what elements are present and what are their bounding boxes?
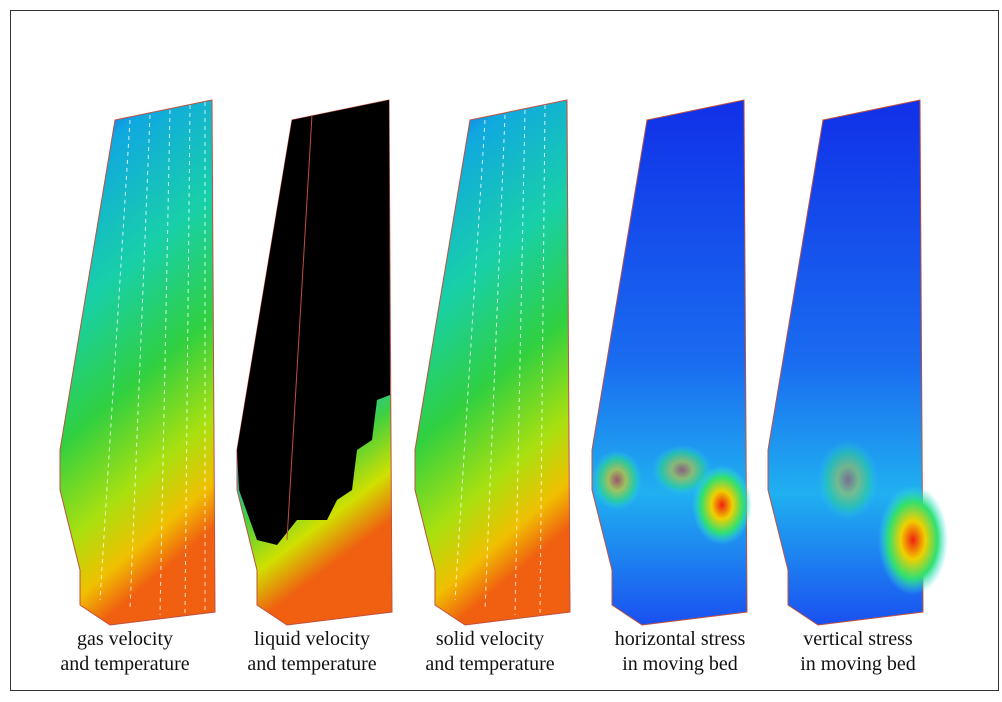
caption: in moving bed (800, 653, 916, 675)
figure: gas velocity and temperature liquid velo… (0, 0, 1002, 702)
caption: and temperature (425, 653, 554, 675)
caption: liquid velocity (254, 628, 370, 650)
panel-solid (415, 100, 570, 625)
caption: gas velocity (77, 628, 173, 650)
caption: horizontal stress (615, 628, 746, 650)
panel-horizontal-stress (592, 100, 752, 625)
captions: gas velocity and temperature liquid velo… (60, 628, 915, 675)
caption: and temperature (247, 653, 376, 675)
caption: vertical stress (803, 628, 913, 650)
caption: solid velocity (436, 628, 544, 650)
caption: in moving bed (622, 653, 738, 675)
caption: and temperature (60, 653, 189, 675)
panel-liquid (237, 100, 392, 625)
panel-gas (60, 100, 215, 625)
panel-vertical-stress (768, 100, 948, 625)
